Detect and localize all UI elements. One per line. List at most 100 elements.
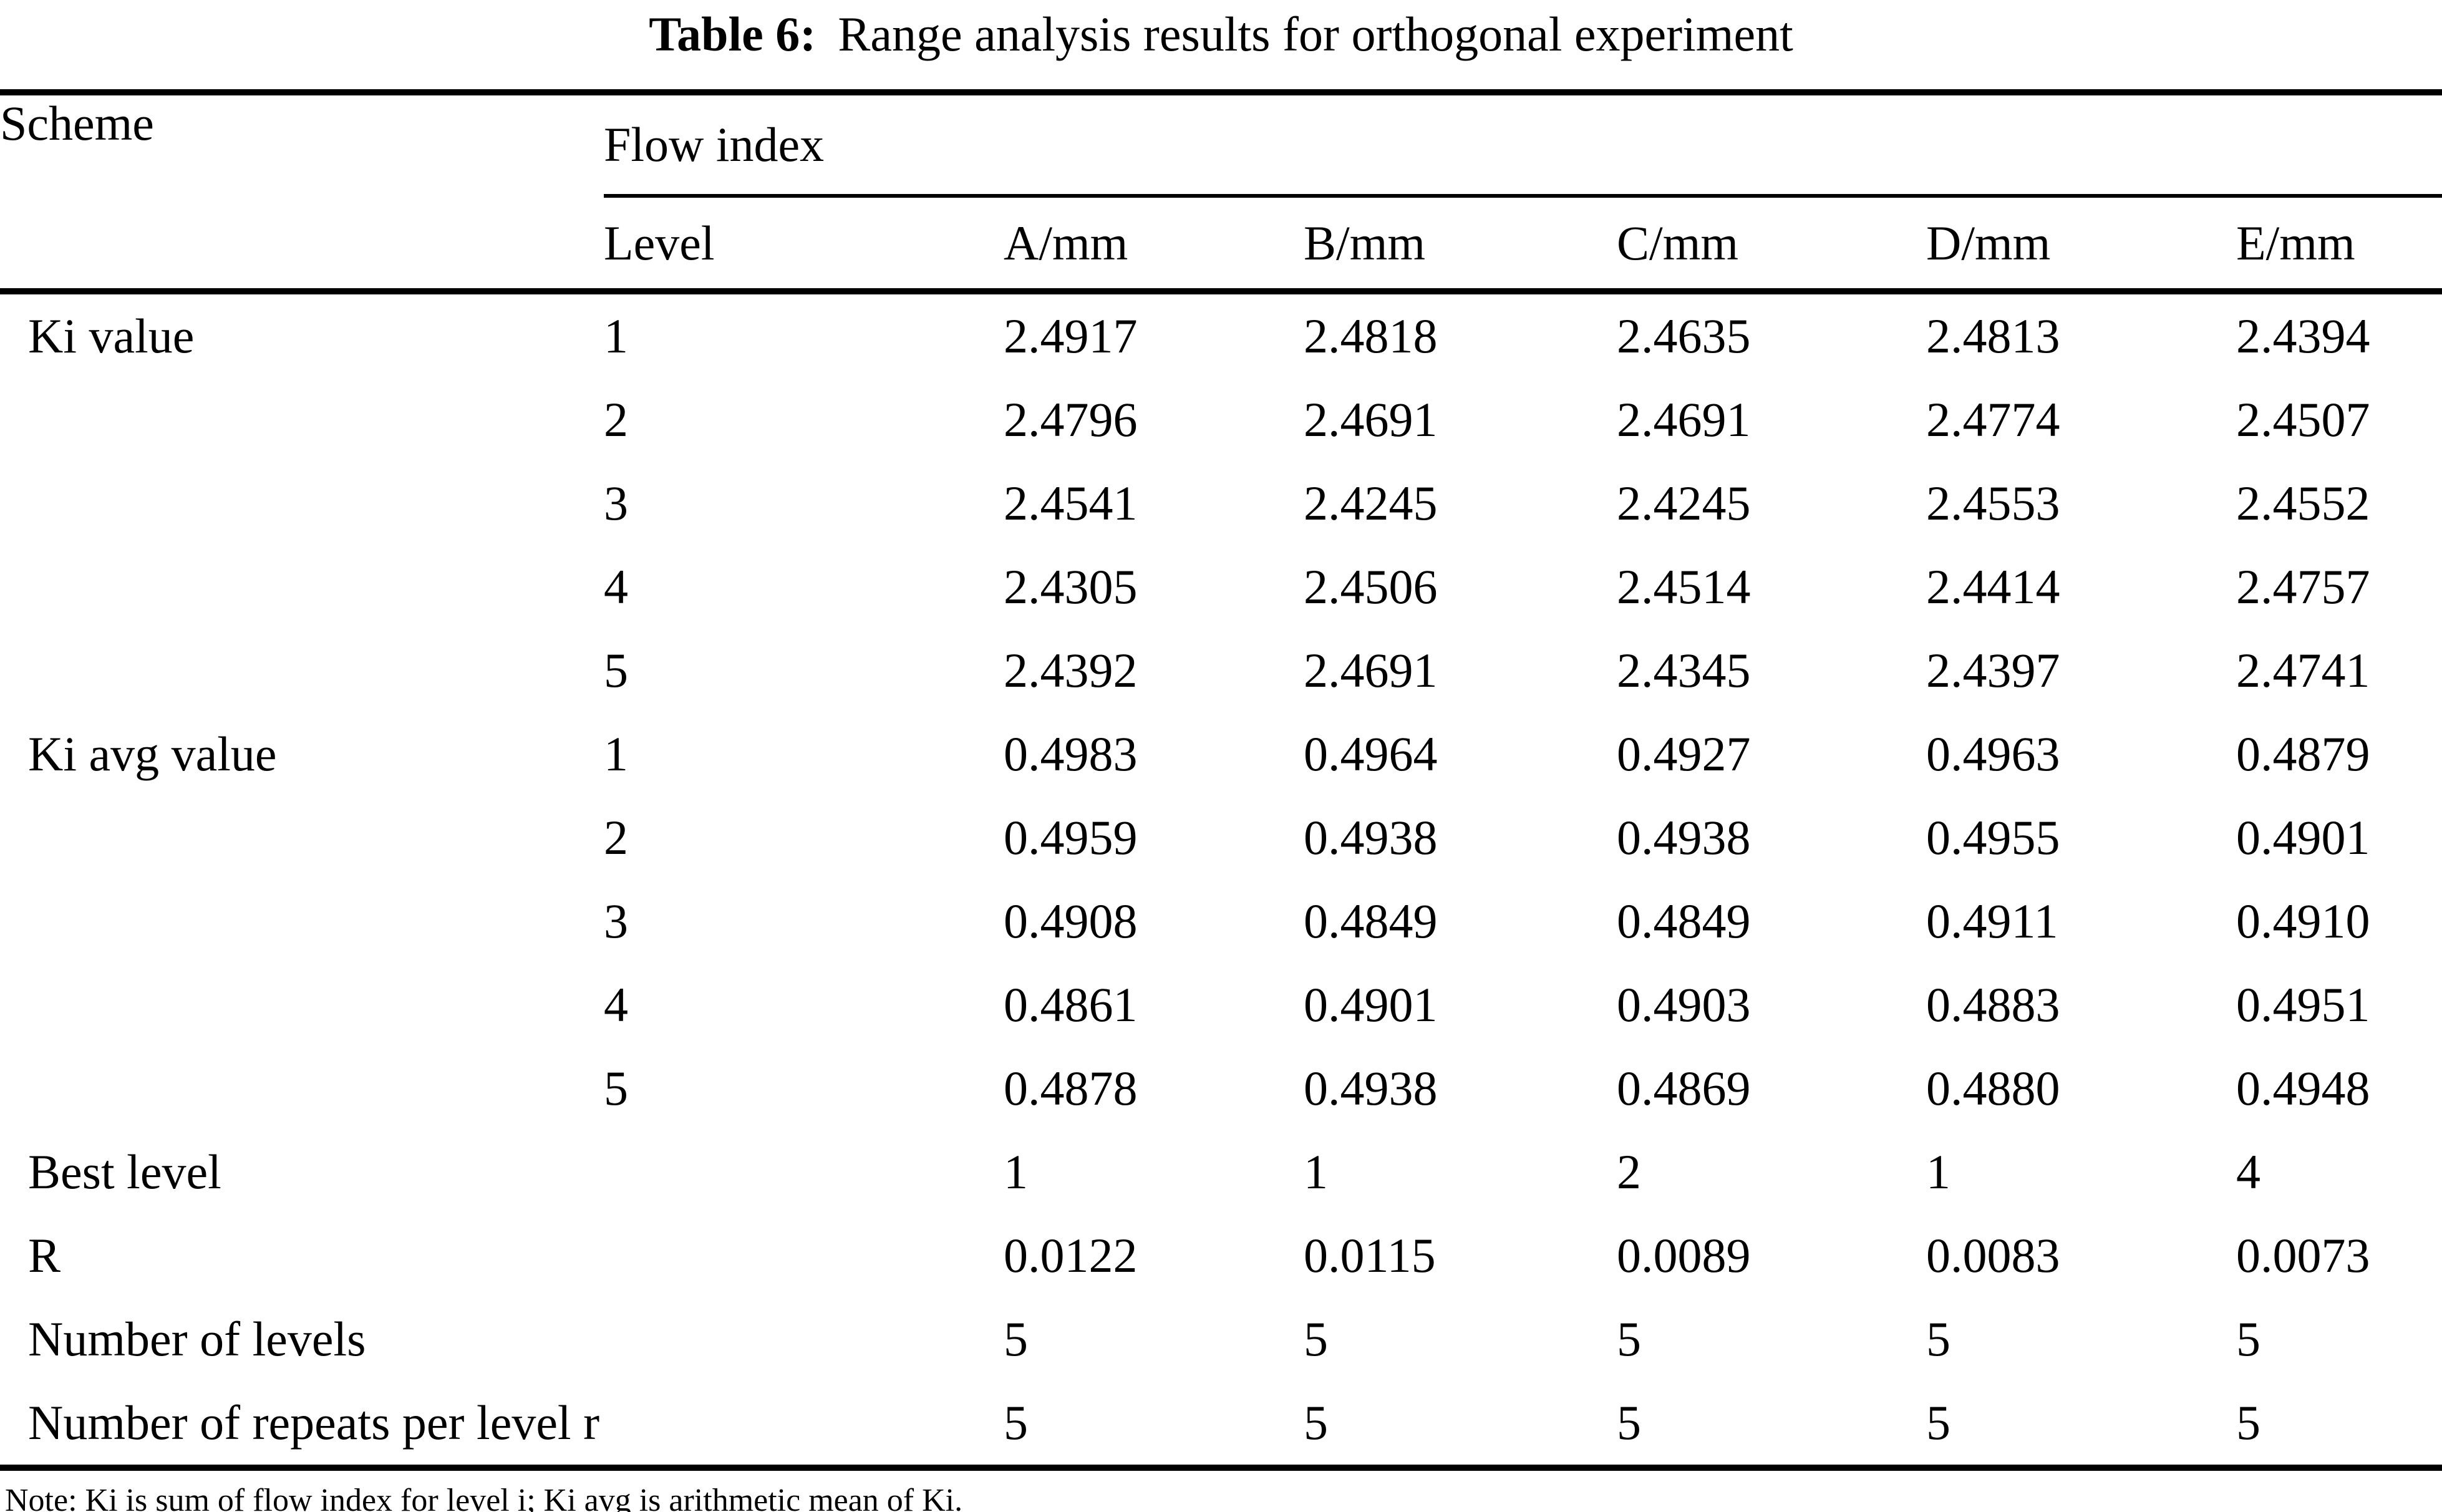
table-row: 4 2.4305 2.4506 2.4514 2.4414 2.4757 <box>0 545 2442 629</box>
value-cell-a: 2.4917 <box>1004 309 1138 363</box>
value-cell-a: 2.4305 <box>1004 560 1138 614</box>
value-cell-c: 2.4345 <box>1617 643 1751 697</box>
header-row-group: Scheme Flow index <box>0 92 2442 294</box>
value-cell-b: 2.4245 <box>1304 476 1438 530</box>
table-row: Ki avg value 1 0.4983 0.4964 0.4927 0.4963 0.4… <box>0 712 2442 796</box>
value-cell-d: 5 <box>1926 1381 2236 1471</box>
column-header-e: E/mm <box>2236 196 2442 294</box>
value-cell-d: 2.4414 <box>1926 560 2060 614</box>
value-cell-c: 2.4635 <box>1617 309 1751 363</box>
row-label-cell <box>0 1047 604 1130</box>
table-title-text: Range analysis results for orthogonal ex… <box>838 7 1793 61</box>
value-cell-c: 0.0089 <box>1617 1228 1751 1282</box>
value-cell-e: 0.4879 <box>2236 727 2370 781</box>
value-cell-e: 2.4507 <box>2236 392 2370 447</box>
level-cell <box>604 1381 1004 1471</box>
value-cell-a: 5 <box>1004 1381 1304 1471</box>
value-cell-a: 0.4959 <box>1004 810 1138 865</box>
row-label-cell: R <box>28 1228 61 1282</box>
table-body: Ki value 1 2.4917 2.4818 2.4635 2.4813 2.4394 2… <box>0 291 2442 1471</box>
value-cell-a: 0.0122 <box>1004 1228 1138 1282</box>
value-cell-b: 0.0115 <box>1304 1228 1436 1282</box>
value-cell-e: 0.4910 <box>2236 894 2370 948</box>
row-label-cell <box>0 629 604 712</box>
value-cell-d: 2.4813 <box>1926 309 2060 363</box>
value-cell-b: 2.4818 <box>1304 309 1438 363</box>
level-cell: 4 <box>604 560 628 614</box>
value-cell-c: 0.4903 <box>1617 977 1751 1032</box>
row-label-cell <box>0 796 604 880</box>
value-cell-a: 1 <box>1004 1145 1028 1199</box>
value-cell-b: 2.4691 <box>1304 392 1438 447</box>
level-cell <box>604 1214 1004 1297</box>
value-cell-a: 0.4878 <box>1004 1061 1138 1115</box>
value-cell-a: 2.4796 <box>1004 392 1138 447</box>
row-label-cell <box>0 462 604 545</box>
row-label-cell <box>0 880 604 963</box>
value-cell-b: 5 <box>1304 1381 1617 1471</box>
level-cell: 2 <box>604 810 628 865</box>
table-row: 3 2.4541 2.4245 2.4245 2.4553 2.4552 <box>0 462 2442 545</box>
column-header-c: C/mm <box>1617 196 1926 294</box>
level-cell <box>604 1297 1004 1381</box>
value-cell-a: 0.4908 <box>1004 894 1138 948</box>
column-header-d: D/mm <box>1926 196 2236 294</box>
row-label-cell: Number of levels <box>28 1312 366 1366</box>
value-cell-b: 5 <box>1304 1312 1328 1366</box>
level-cell: 4 <box>604 977 628 1032</box>
level-cell: 1 <box>604 727 628 781</box>
value-cell-e: 5 <box>2236 1381 2442 1471</box>
level-cell: 5 <box>604 643 628 697</box>
value-cell-e: 4 <box>2236 1145 2260 1199</box>
column-header-a: A/mm <box>1004 196 1304 294</box>
value-cell-a: 5 <box>1004 1312 1028 1366</box>
value-cell-c: 0.4927 <box>1617 727 1751 781</box>
value-cell-c: 2 <box>1617 1145 1641 1199</box>
table-row: 2 0.4959 0.4938 0.4938 0.4955 0.4901 <box>0 796 2442 880</box>
value-cell-c: 0.4869 <box>1617 1061 1751 1115</box>
table-title-label: Table 6: <box>649 7 816 61</box>
row-label-cell <box>0 963 604 1047</box>
flow-index-header: Flow index <box>604 92 2442 198</box>
value-cell-c: 2.4691 <box>1617 392 1751 447</box>
value-cell-d: 2.4774 <box>1926 392 2060 447</box>
value-cell-e: 0.0073 <box>2236 1228 2370 1282</box>
level-cell: 2 <box>604 392 628 447</box>
value-cell-b: 0.4938 <box>1304 1061 1438 1115</box>
value-cell-b: 1 <box>1304 1145 1328 1199</box>
value-cell-a: 0.4861 <box>1004 977 1138 1032</box>
value-cell-b: 0.4849 <box>1304 894 1438 948</box>
table-title: Table 6: Range analysis results for ortho… <box>0 0 2442 89</box>
scheme-header: Scheme <box>0 92 604 294</box>
table-row: 5 2.4392 2.4691 2.4345 2.4397 2.4741 <box>0 629 2442 712</box>
value-cell-c: 2.4514 <box>1617 560 1751 614</box>
table-row: Number of levels 5 5 5 5 5 <box>0 1297 2442 1381</box>
value-cell-c: 0.4938 <box>1617 810 1751 865</box>
column-header-b: B/mm <box>1304 196 1617 294</box>
value-cell-b: 0.4964 <box>1304 727 1438 781</box>
value-cell-d: 0.4955 <box>1926 810 2060 865</box>
row-label-cell: Ki avg value <box>28 727 277 781</box>
value-cell-e: 0.4951 <box>2236 977 2370 1032</box>
value-cell-d: 2.4553 <box>1926 476 2060 530</box>
table-row: 5 0.4878 0.4938 0.4869 0.4880 0.4948 <box>0 1047 2442 1130</box>
value-cell-e: 2.4394 <box>2236 309 2370 363</box>
value-cell-d: 0.4883 <box>1926 977 2060 1032</box>
value-cell-c: 0.4849 <box>1617 894 1751 948</box>
value-cell-e: 2.4741 <box>2236 643 2370 697</box>
value-cell-a: 2.4392 <box>1004 643 1138 697</box>
value-cell-e: 2.4552 <box>2236 476 2370 530</box>
table-row: 3 0.4908 0.4849 0.4849 0.4911 0.4910 <box>0 880 2442 963</box>
value-cell-b: 2.4691 <box>1304 643 1438 697</box>
value-cell-d: 0.4963 <box>1926 727 2060 781</box>
row-label-cell <box>0 545 604 629</box>
table-row: R 0.0122 0.0115 0.0089 0.0083 0.0073 <box>0 1214 2442 1297</box>
value-cell-c: 2.4245 <box>1617 476 1751 530</box>
level-cell: 3 <box>604 894 628 948</box>
value-cell-e: 5 <box>2236 1312 2260 1366</box>
value-cell-d: 5 <box>1926 1312 1950 1366</box>
value-cell-b: 2.4506 <box>1304 560 1438 614</box>
value-cell-b: 0.4938 <box>1304 810 1438 865</box>
value-cell-e: 0.4901 <box>2236 810 2370 865</box>
